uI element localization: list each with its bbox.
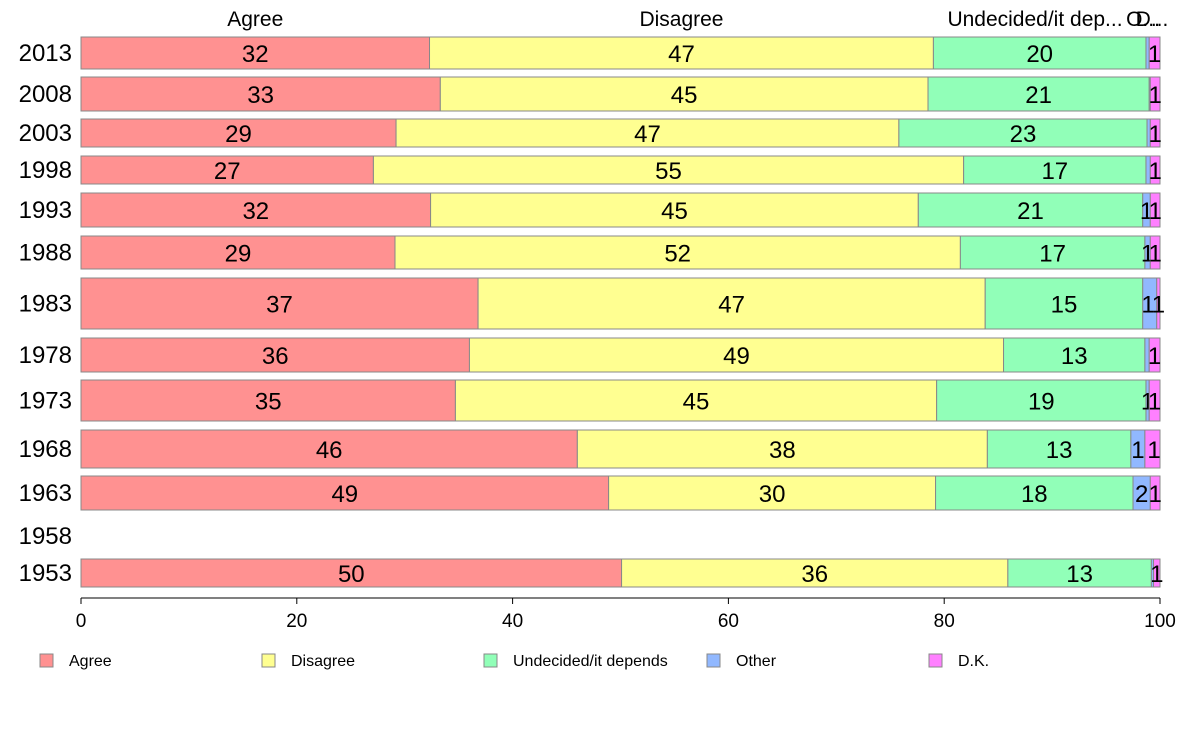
value-label-1998-1: 55 — [655, 158, 682, 185]
value-label-1968-2: 13 — [1046, 437, 1073, 464]
year-label-1973: 1973 — [19, 388, 72, 415]
value-label-1978-2: 13 — [1061, 343, 1088, 370]
value-label-1983-4: 1 — [1152, 292, 1165, 319]
value-label-2003-4: 1 — [1148, 121, 1161, 148]
x-tick-label-100: 100 — [1144, 611, 1176, 632]
value-label-1963-2: 18 — [1021, 481, 1048, 508]
legend-swatch-4 — [929, 654, 942, 667]
year-label-2003: 2003 — [19, 120, 72, 147]
legend-label-3: Other — [736, 653, 777, 670]
x-tick-label-60: 60 — [718, 611, 739, 632]
legend-swatch-3 — [707, 654, 720, 667]
year-label-1978: 1978 — [19, 342, 72, 369]
value-label-1953-1: 36 — [801, 561, 828, 588]
year-label-1963: 1963 — [19, 480, 72, 507]
value-label-1998-2: 17 — [1041, 158, 1068, 185]
value-label-2013-0: 32 — [242, 41, 269, 68]
value-label-1988-0: 29 — [225, 241, 252, 268]
value-label-1998-4: 1 — [1148, 158, 1161, 185]
header-dk: D... — [1136, 8, 1169, 31]
value-label-1993-4: 1 — [1148, 198, 1161, 225]
value-label-1963-0: 49 — [331, 481, 358, 508]
value-label-1953-4: 1 — [1150, 561, 1163, 588]
value-label-1963-1: 30 — [759, 481, 786, 508]
legend-label-1: Disagree — [291, 653, 355, 670]
value-label-1998-0: 27 — [214, 158, 241, 185]
x-tick-label-80: 80 — [934, 611, 955, 632]
x-tick-label-20: 20 — [286, 611, 307, 632]
value-label-1983-2: 15 — [1051, 292, 1078, 319]
value-label-1963-3: 2 — [1135, 481, 1148, 508]
value-label-1963-4: 1 — [1148, 481, 1161, 508]
value-label-1983-1: 47 — [718, 292, 745, 319]
header-disagree: Disagree — [639, 8, 723, 31]
header-agree: Agree — [227, 8, 283, 31]
value-label-2008-0: 33 — [247, 82, 274, 109]
year-label-1958: 1958 — [19, 523, 72, 550]
year-label-1998: 1998 — [19, 157, 72, 184]
value-label-2013-1: 47 — [668, 41, 695, 68]
year-label-1968: 1968 — [19, 436, 72, 463]
year-label-2008: 2008 — [19, 81, 72, 108]
value-label-2003-2: 23 — [1010, 121, 1037, 148]
value-label-1973-4: 1 — [1148, 389, 1161, 416]
value-label-2013-2: 20 — [1026, 41, 1053, 68]
value-label-1968-3: 1 — [1131, 437, 1144, 464]
value-label-1953-2: 13 — [1066, 561, 1093, 588]
header-undecided: Undecided/it dep... — [947, 8, 1122, 31]
value-label-1973-0: 35 — [255, 389, 282, 416]
value-label-1988-4: 1 — [1148, 241, 1161, 268]
value-label-2008-4: 1 — [1148, 82, 1161, 109]
value-label-1978-0: 36 — [262, 343, 289, 370]
year-label-2013: 2013 — [19, 40, 72, 67]
value-label-1993-2: 21 — [1017, 198, 1044, 225]
value-label-2008-2: 21 — [1025, 82, 1052, 109]
year-label-1953: 1953 — [19, 560, 72, 587]
value-label-1983-0: 37 — [266, 292, 293, 319]
value-label-2003-1: 47 — [634, 121, 661, 148]
value-label-2013-4: 1 — [1148, 41, 1161, 68]
legend-label-4: D.K. — [958, 653, 989, 670]
value-label-1978-1: 49 — [723, 343, 750, 370]
legend-swatch-2 — [484, 654, 497, 667]
legend-label-0: Agree — [69, 653, 112, 670]
value-label-1988-1: 52 — [664, 241, 691, 268]
value-label-1993-0: 32 — [242, 198, 269, 225]
value-label-1978-4: 1 — [1148, 343, 1161, 370]
year-label-1993: 1993 — [19, 197, 72, 224]
value-label-2003-0: 29 — [225, 121, 252, 148]
legend-swatch-1 — [262, 654, 275, 667]
value-label-1993-1: 45 — [661, 198, 688, 225]
legend-swatch-0 — [40, 654, 53, 667]
value-label-2008-1: 45 — [671, 82, 698, 109]
value-label-1953-0: 50 — [338, 561, 365, 588]
x-tick-label-40: 40 — [502, 611, 523, 632]
value-label-1968-4: 1 — [1147, 437, 1160, 464]
stacked-bar-chart: Agree Disagree Undecided/it dep... O...D...… — [0, 0, 1188, 736]
year-label-1983: 1983 — [19, 291, 72, 318]
year-label-1988: 1988 — [19, 240, 72, 267]
legend-label-2: Undecided/it depends — [513, 653, 668, 670]
value-label-1973-2: 19 — [1028, 389, 1055, 416]
value-label-1968-1: 38 — [769, 437, 796, 464]
value-label-1988-2: 17 — [1039, 241, 1066, 268]
value-label-1973-1: 45 — [683, 389, 710, 416]
value-label-1968-0: 46 — [316, 437, 343, 464]
x-tick-label-0: 0 — [76, 611, 87, 632]
